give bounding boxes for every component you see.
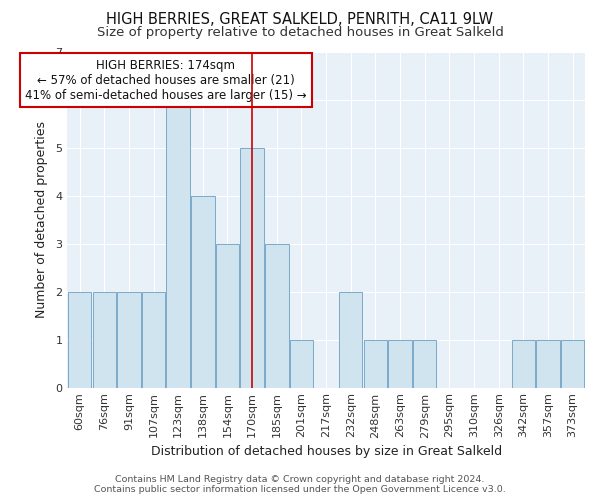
Bar — [561, 340, 584, 388]
Text: HIGH BERRIES: 174sqm
← 57% of detached houses are smaller (21)
41% of semi-detac: HIGH BERRIES: 174sqm ← 57% of detached h… — [25, 58, 307, 102]
Y-axis label: Number of detached properties: Number of detached properties — [35, 121, 49, 318]
Text: Contains HM Land Registry data © Crown copyright and database right 2024.
Contai: Contains HM Land Registry data © Crown c… — [94, 474, 506, 494]
Bar — [388, 340, 412, 388]
Bar — [92, 292, 116, 388]
Bar — [413, 340, 436, 388]
Bar — [142, 292, 165, 388]
Bar — [166, 100, 190, 388]
Bar — [117, 292, 140, 388]
Bar — [536, 340, 560, 388]
Bar — [364, 340, 387, 388]
Bar — [68, 292, 91, 388]
Bar — [216, 244, 239, 388]
Text: Size of property relative to detached houses in Great Salkeld: Size of property relative to detached ho… — [97, 26, 503, 39]
X-axis label: Distribution of detached houses by size in Great Salkeld: Distribution of detached houses by size … — [151, 444, 502, 458]
Bar — [265, 244, 289, 388]
Bar — [191, 196, 215, 388]
Bar — [339, 292, 362, 388]
Bar — [512, 340, 535, 388]
Bar — [290, 340, 313, 388]
Bar — [241, 148, 264, 388]
Text: HIGH BERRIES, GREAT SALKELD, PENRITH, CA11 9LW: HIGH BERRIES, GREAT SALKELD, PENRITH, CA… — [106, 12, 494, 28]
